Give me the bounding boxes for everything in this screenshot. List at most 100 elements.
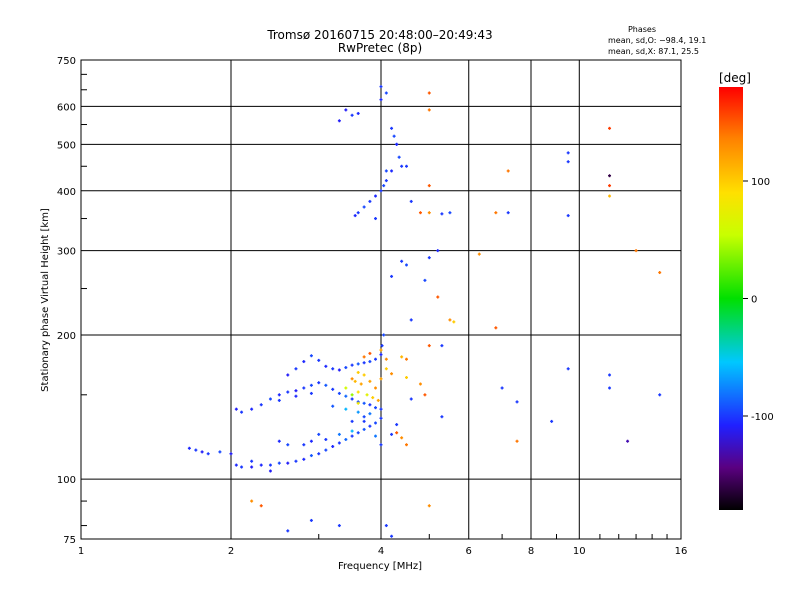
colorbar-tick-label: -100 xyxy=(751,412,774,423)
data-point xyxy=(356,390,360,394)
data-point xyxy=(436,249,440,253)
data-point xyxy=(494,211,498,215)
data-point xyxy=(317,358,321,362)
data-point xyxy=(331,404,335,408)
data-point xyxy=(379,416,383,420)
data-point xyxy=(302,386,306,390)
data-point xyxy=(608,184,612,188)
data-point xyxy=(250,459,254,463)
data-point xyxy=(423,278,427,282)
data-point xyxy=(229,452,233,456)
data-point xyxy=(368,412,372,416)
data-point xyxy=(187,446,191,450)
data-point xyxy=(494,326,498,330)
data-point xyxy=(506,211,510,215)
data-point xyxy=(515,400,519,404)
data-point xyxy=(566,151,570,155)
data-point xyxy=(337,119,341,123)
data-point xyxy=(395,423,399,427)
data-points xyxy=(187,85,662,538)
data-point xyxy=(400,436,404,440)
data-point xyxy=(392,134,396,138)
data-point xyxy=(294,394,298,398)
data-point xyxy=(368,351,372,355)
data-point xyxy=(324,448,328,452)
data-point xyxy=(390,126,394,130)
x-tick-label: 10 xyxy=(573,546,586,557)
data-point xyxy=(362,373,366,377)
data-point xyxy=(356,362,360,366)
x-tick-label: 2 xyxy=(228,546,234,557)
data-point xyxy=(324,383,328,387)
data-point xyxy=(418,382,422,386)
data-point xyxy=(294,389,298,393)
data-point xyxy=(423,393,427,397)
data-point xyxy=(268,463,272,467)
colorbar-tick-label: 0 xyxy=(751,295,757,306)
y-tick-label: 200 xyxy=(57,331,76,342)
data-point xyxy=(384,367,388,371)
x-tick-label: 8 xyxy=(528,546,534,557)
data-point xyxy=(286,461,290,465)
data-point xyxy=(218,450,222,454)
data-point xyxy=(379,98,383,102)
data-point xyxy=(379,85,383,89)
data-point xyxy=(337,432,341,436)
data-point xyxy=(452,320,456,324)
data-point xyxy=(404,164,408,168)
data-point xyxy=(356,211,360,215)
data-point xyxy=(409,318,413,322)
data-point xyxy=(362,419,366,423)
data-point xyxy=(344,438,348,442)
data-point xyxy=(374,421,378,425)
data-point xyxy=(390,274,394,278)
data-point xyxy=(309,391,313,395)
chart-subtitle: RwPretec (8p) xyxy=(338,41,422,55)
data-point xyxy=(200,450,204,454)
data-point xyxy=(608,386,612,390)
data-point xyxy=(404,263,408,267)
data-point xyxy=(379,353,383,357)
data-point xyxy=(380,344,384,348)
data-point xyxy=(368,379,372,383)
data-point xyxy=(350,397,354,401)
data-point xyxy=(337,441,341,445)
data-point xyxy=(344,386,348,390)
data-point xyxy=(515,439,519,443)
data-point xyxy=(302,360,306,364)
data-point xyxy=(409,199,413,203)
data-point xyxy=(356,370,360,374)
data-point xyxy=(362,427,366,431)
data-point xyxy=(400,164,404,168)
data-point xyxy=(550,419,554,423)
data-point xyxy=(400,355,404,359)
y-tick-label: 300 xyxy=(57,247,76,258)
data-point xyxy=(374,406,378,410)
data-point xyxy=(286,390,290,394)
data-point xyxy=(608,194,612,198)
y-tick-label: 400 xyxy=(57,187,76,198)
data-point xyxy=(566,160,570,164)
data-point xyxy=(344,108,348,112)
data-point xyxy=(374,434,378,438)
data-point xyxy=(277,439,281,443)
data-point xyxy=(427,504,431,508)
data-point xyxy=(356,410,360,414)
data-point xyxy=(371,396,375,400)
chart-title: Tromsø 20160715 20:48:00–20:49:43 xyxy=(266,28,492,42)
data-point xyxy=(382,333,386,337)
data-point xyxy=(337,368,341,372)
data-point xyxy=(374,386,378,390)
data-point xyxy=(427,256,431,260)
data-point xyxy=(374,217,378,221)
data-point xyxy=(350,113,354,117)
data-point xyxy=(440,415,444,419)
data-point xyxy=(384,91,388,95)
colorbar-ticks: 100 0 -100 xyxy=(743,177,774,423)
data-point xyxy=(374,357,378,361)
data-point xyxy=(277,393,281,397)
y-tick-label: 500 xyxy=(57,140,76,151)
data-point xyxy=(376,398,380,402)
data-point xyxy=(350,419,354,423)
data-point xyxy=(506,169,510,173)
